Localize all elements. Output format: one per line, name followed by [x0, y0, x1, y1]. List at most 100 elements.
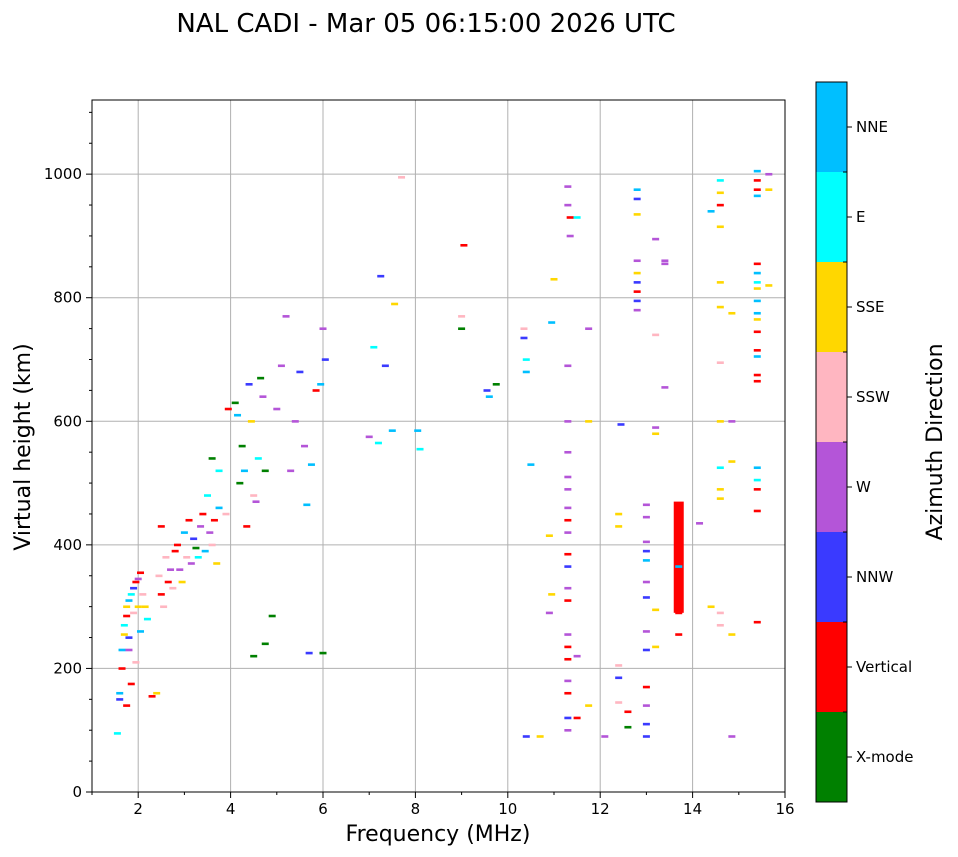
echo-point	[716, 466, 724, 470]
y-tick-label: 600	[53, 412, 82, 430]
echo-point	[183, 556, 191, 559]
echo-point	[160, 605, 168, 609]
echo-point	[132, 580, 140, 584]
y-tick-label: 1000	[44, 165, 82, 183]
y-tick-label: 200	[53, 659, 82, 677]
echo-point	[753, 349, 761, 352]
echo-point	[661, 386, 669, 389]
echo-point	[675, 565, 683, 568]
echo-point	[716, 281, 724, 284]
echo-point	[173, 543, 181, 547]
colorbar-segment	[816, 442, 847, 532]
echo-point	[243, 525, 251, 528]
echo-point	[728, 735, 736, 738]
echo-point	[716, 225, 724, 229]
echo-point	[661, 259, 669, 263]
echo-point	[485, 395, 493, 398]
echo-point	[564, 729, 572, 732]
echo-point	[522, 735, 530, 738]
echo-point	[642, 722, 650, 726]
colorbar-frame	[815, 81, 848, 803]
echo-point	[164, 580, 172, 584]
echo-point	[564, 420, 572, 423]
x-tick-label: 2	[133, 800, 143, 818]
echo-point	[118, 648, 126, 652]
echo-point	[137, 630, 145, 633]
echo-point	[261, 642, 269, 646]
data-marks	[113, 169, 773, 738]
echo-point	[573, 716, 581, 720]
echo-point	[252, 500, 260, 504]
x-tick-label: 10	[498, 800, 517, 818]
echo-point	[277, 364, 285, 368]
echo-point	[675, 589, 683, 593]
echo-point	[753, 179, 761, 182]
echo-point	[250, 494, 258, 497]
echo-point	[125, 636, 133, 639]
echo-point	[130, 611, 138, 615]
x-tick-label: 6	[318, 800, 328, 818]
echo-point	[259, 395, 267, 398]
echo-point	[321, 358, 329, 361]
colorbar-tick-label: E	[856, 208, 865, 226]
colorbar-segment	[816, 532, 847, 622]
echo-point	[374, 441, 382, 445]
echo-point	[633, 308, 641, 312]
echo-point	[120, 633, 128, 636]
echo-point	[527, 463, 535, 466]
echo-point	[585, 704, 593, 707]
echo-point	[460, 243, 468, 247]
echo-point	[388, 429, 396, 432]
echo-point	[652, 237, 660, 241]
echo-point	[291, 420, 299, 423]
echo-point	[155, 574, 163, 578]
echo-point	[564, 657, 572, 661]
echo-trace-segment	[673, 501, 684, 613]
echo-point	[633, 290, 641, 293]
echo-point	[642, 515, 650, 519]
echo-point	[642, 549, 650, 553]
y-axis-label: Virtual height (km)	[11, 343, 36, 550]
echo-point	[615, 512, 623, 516]
echo-point	[564, 364, 572, 368]
echo-point	[716, 497, 724, 500]
x-axis-label: Frequency (MHz)	[346, 822, 531, 847]
echo-point	[652, 426, 660, 429]
y-axis-ticks: 0 200 400 600 800 1000	[44, 111, 92, 801]
echo-point	[210, 518, 218, 522]
plot-frame	[91, 99, 786, 793]
echo-point	[564, 475, 572, 479]
echo-point	[564, 450, 572, 454]
echo-point	[215, 506, 223, 510]
echo-point	[282, 315, 290, 318]
echo-point	[615, 664, 623, 667]
echo-point	[753, 281, 761, 284]
echo-point	[319, 327, 327, 331]
echo-point	[652, 432, 660, 436]
echo-point	[652, 333, 660, 337]
echo-point	[113, 732, 121, 735]
echo-point	[564, 679, 572, 683]
colorbar-segment	[816, 622, 847, 712]
echo-point	[317, 383, 325, 386]
echo-point	[564, 633, 572, 636]
echo-point	[224, 407, 232, 411]
echo-point	[187, 562, 195, 565]
echo-point	[753, 318, 761, 321]
echo-point	[728, 633, 736, 636]
echo-point	[194, 556, 202, 559]
echo-point	[642, 648, 650, 652]
echo-point	[143, 617, 151, 621]
echo-point	[458, 327, 466, 331]
echo-point	[642, 735, 650, 738]
echo-point	[545, 611, 553, 615]
colorbar-segment	[816, 712, 847, 802]
echo-point	[753, 271, 761, 275]
y-tick-label: 800	[53, 289, 82, 307]
echo-point	[319, 651, 327, 655]
echo-point	[118, 667, 126, 670]
echo-point	[564, 506, 572, 510]
echo-point	[377, 274, 385, 278]
echo-point	[201, 549, 209, 553]
echo-point	[381, 364, 389, 368]
